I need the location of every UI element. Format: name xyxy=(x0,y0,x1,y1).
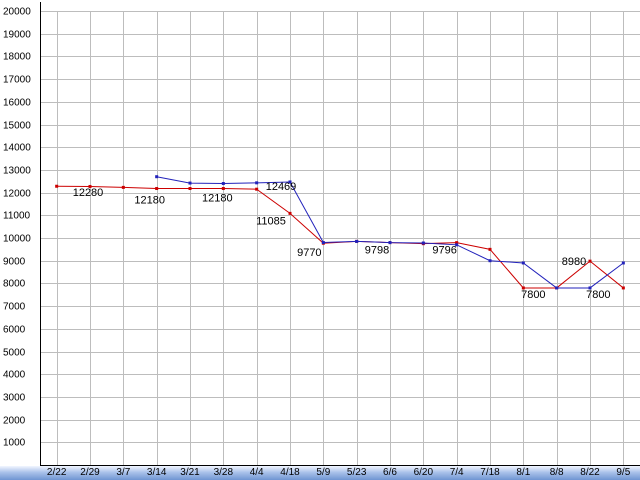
x-tick-label: 4/4 xyxy=(249,467,264,478)
point-value-label: 11085 xyxy=(256,215,286,227)
point-value-label: 9798 xyxy=(365,245,389,257)
point-value-label: 12280 xyxy=(73,187,104,199)
point-value-label: 7800 xyxy=(521,289,545,301)
x-tick-label: 3/28 xyxy=(213,467,234,478)
y-tick-label: 12000 xyxy=(3,189,31,200)
y-tick-label: 1000 xyxy=(3,438,26,449)
point-value-label: 12180 xyxy=(134,195,165,207)
x-tick-label: 7/18 xyxy=(480,467,500,478)
x-tick-label: 2/29 xyxy=(80,467,100,478)
point-value-label: 8980 xyxy=(562,256,586,268)
x-tick-label: 9/5 xyxy=(616,467,631,478)
point-value-label: 9770 xyxy=(297,247,321,259)
y-tick-label: 3000 xyxy=(3,393,26,404)
y-tick-label: 20000 xyxy=(3,7,31,18)
y-tick-label: 13000 xyxy=(3,166,31,177)
y-tick-label: 4000 xyxy=(3,370,26,381)
y-tick-label: 5000 xyxy=(3,348,26,359)
point-value-label: 7800 xyxy=(586,289,610,301)
x-tick-label: 8/1 xyxy=(516,467,531,478)
y-tick-label: 9000 xyxy=(3,257,26,268)
y-tick-label: 6000 xyxy=(3,325,26,336)
x-tick-label: 3/14 xyxy=(146,467,167,478)
x-tick-label: 3/21 xyxy=(180,467,200,478)
point-value-label: 9796 xyxy=(432,245,456,257)
point-value-label: 12469 xyxy=(266,181,297,193)
y-tick-label: 15000 xyxy=(3,121,31,132)
x-tick-label: 8/22 xyxy=(580,467,600,478)
x-tick-label: 5/9 xyxy=(316,467,331,478)
x-tick-label: 2/22 xyxy=(46,467,67,478)
x-tick-label: 5/23 xyxy=(346,467,367,478)
point-value-label: 12180 xyxy=(202,193,233,205)
x-tick-label: 7/4 xyxy=(449,467,464,478)
x-tick-label: 3/7 xyxy=(116,467,131,478)
y-tick-label: 14000 xyxy=(3,143,31,154)
y-tick-label: 2000 xyxy=(3,416,26,427)
x-tick-label: 6/6 xyxy=(383,467,397,478)
y-tick-label: 16000 xyxy=(3,98,31,109)
y-tick-label: 19000 xyxy=(3,30,31,41)
y-tick-label: 7000 xyxy=(3,302,26,313)
x-tick-label: 4/18 xyxy=(280,467,300,478)
y-tick-label: 11000 xyxy=(3,211,31,222)
x-axis-bar: 2/22 2/29 3/7 3/14 3/21 3/28 4/4 4/18 5/9 5/23 6/6… xyxy=(0,466,640,480)
y-tick-label: 10000 xyxy=(3,234,31,245)
blue-series-line xyxy=(156,176,624,289)
line-chart: 20000 19000 18000 17000 16000 15000 14000 13000… xyxy=(3,2,640,466)
y-tick-label: 17000 xyxy=(3,75,31,86)
y-tick-label: 18000 xyxy=(3,52,31,63)
y-tick-label: 8000 xyxy=(3,279,26,290)
x-tick-label: 8/8 xyxy=(549,467,564,478)
x-tick-label: 6/20 xyxy=(413,467,434,478)
